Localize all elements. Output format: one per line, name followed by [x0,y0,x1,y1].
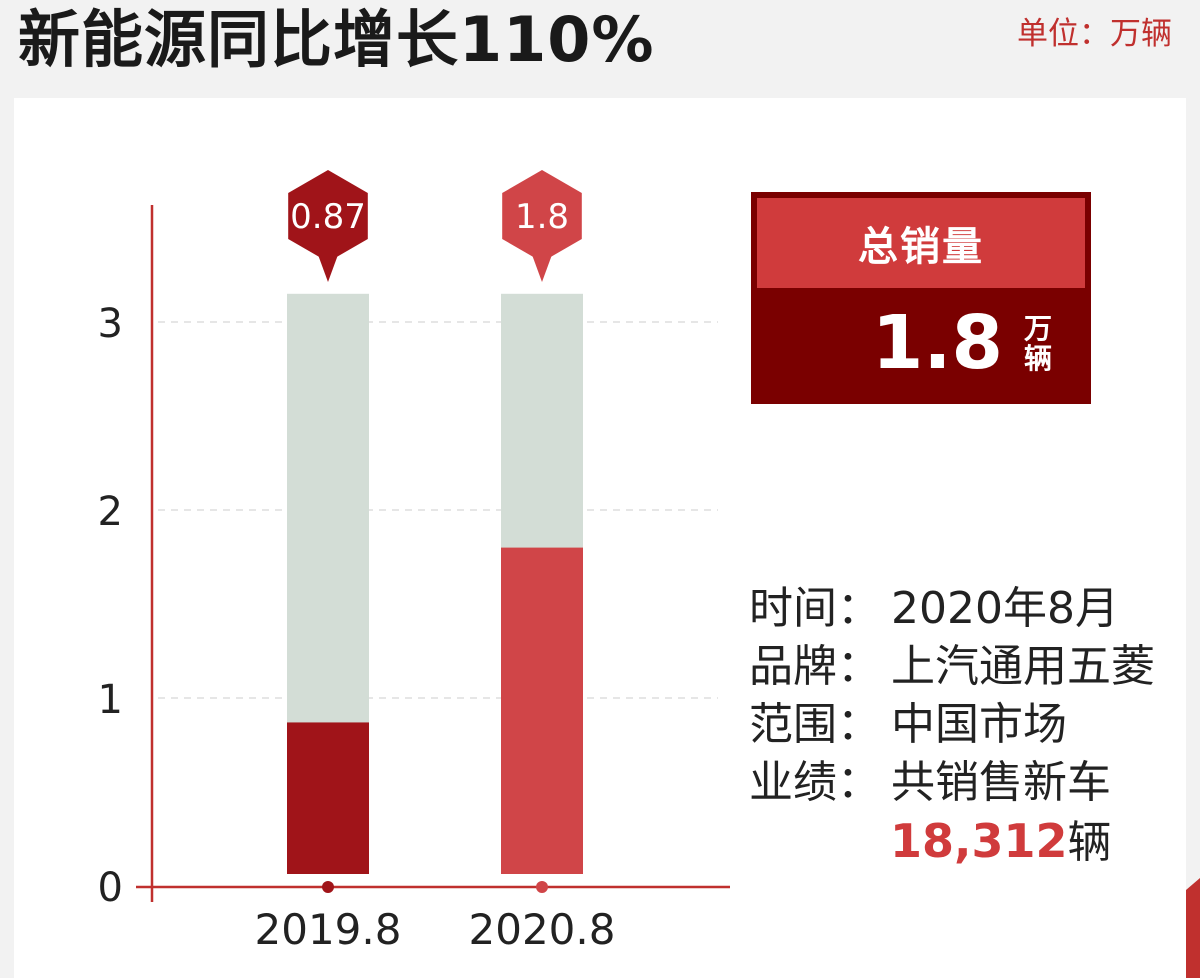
total-sales-value: 1.8 [871,300,1003,386]
info-panel: 时间： 2020年8月 品牌： 上汽通用五菱 范围： 中国市场 业绩： 共销售新车 18… [749,580,1155,874]
sales-number: 18,312 [890,814,1068,868]
value-marker-pointer-2020.8 [531,252,553,282]
y-tick-label-1: 1 [98,677,123,723]
total-sales-box: 总销量 1.8 万 辆 [751,192,1091,404]
x-tick-label-2019.8: 2019.8 [255,905,402,954]
data-label-2020.8: 1.8 [515,197,569,237]
info-row-performance: 业绩： 共销售新车 [749,757,1111,808]
info-row-scope: 范围： 中国市场 [749,699,1067,750]
bar-2020.8 [501,547,583,874]
total-sales-heading: 总销量 [757,198,1085,288]
corner-decoration [1186,878,1200,978]
data-label-2019.8: 0.87 [290,197,366,237]
total-sales-unit: 万 辆 [1023,312,1052,375]
value-marker-2019.8 [288,170,368,262]
y-tick-label-2: 2 [98,489,123,535]
info-row-time: 时间： 2020年8月 [749,583,1119,634]
page-title: 新能源同比增长110% [18,3,655,76]
y-tick-label-0: 0 [98,865,123,911]
axis-dot-2020.8 [536,881,548,893]
info-sales-line: 18,312辆 [749,812,1155,874]
x-tick-label-2020.8: 2020.8 [469,905,616,954]
info-row-brand: 品牌： 上汽通用五菱 [749,641,1155,692]
y-tick-label-3: 3 [98,301,123,347]
axis-dot-2019.8 [322,881,334,893]
value-marker-pointer-2019.8 [317,252,339,282]
unit-label: 单位：万辆 [1017,16,1172,52]
bar-2019.8 [287,722,369,874]
value-marker-2020.8 [502,170,582,262]
sales-unit: 辆 [1067,817,1112,868]
